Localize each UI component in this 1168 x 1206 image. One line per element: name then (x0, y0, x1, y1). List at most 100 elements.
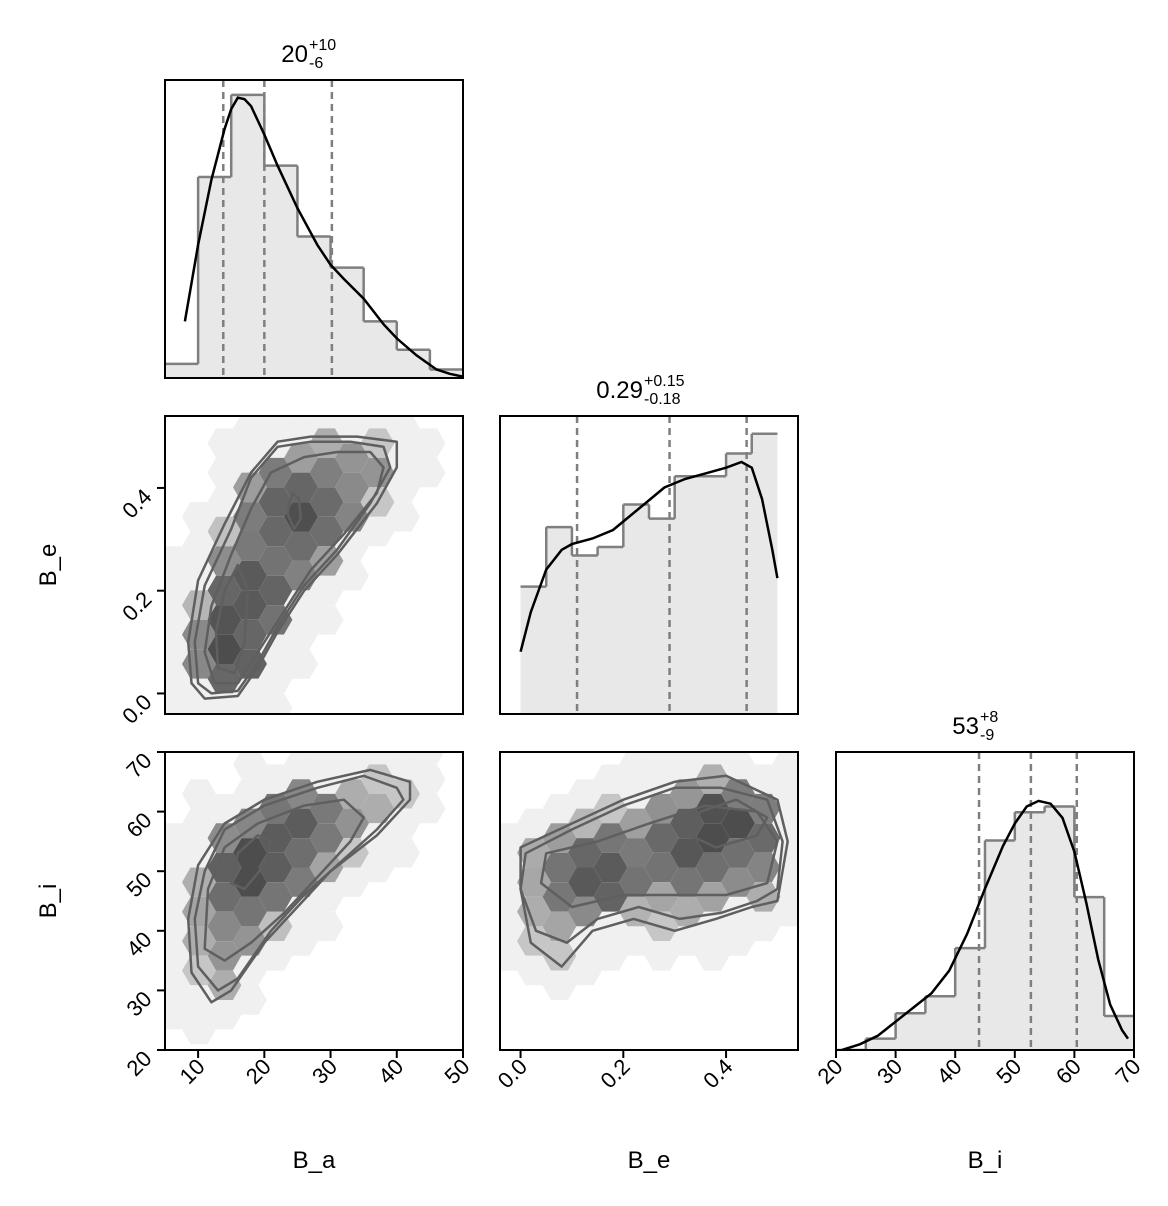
hexbin-cell (165, 823, 191, 853)
hexbin-cell (500, 882, 526, 912)
hexbin-cell (746, 823, 781, 853)
hexbin-cell (187, 708, 211, 714)
hexbin-cell (165, 882, 191, 912)
hexbin-cell (258, 882, 293, 912)
hexbin-cell (746, 911, 781, 942)
hexbin-cell (258, 693, 293, 714)
hexbin-cell (721, 838, 755, 868)
y-tick-label: 0.2 (117, 587, 156, 626)
hexbin-cell (165, 970, 191, 1000)
panel-frame-B_a (164, 79, 464, 379)
hexbin-cell (542, 852, 577, 883)
hexbin-cell (258, 487, 293, 517)
hexbin-cell (233, 560, 267, 591)
hexbin-cell (309, 882, 344, 912)
hexbin-cell (182, 502, 216, 532)
title-median: 20 (281, 41, 308, 68)
y-tick-label: 0.4 (117, 484, 156, 523)
hexbin-cell (695, 882, 730, 912)
y-axis-label-B_e: B_e (35, 544, 62, 587)
x-tick-label: 40 (373, 1054, 408, 1089)
hexbin-cell (644, 823, 679, 853)
x-axis-label-B_e: B_e (628, 1147, 671, 1174)
hexbin-cell (797, 866, 798, 869)
title-minus: -9 (980, 727, 994, 744)
y-tick-label: 30 (122, 986, 157, 1021)
hexbin-cell (258, 516, 293, 547)
contour-line-3 (688, 798, 769, 849)
hexbin-cell (258, 664, 293, 694)
x-tick-label: 20 (813, 1054, 848, 1089)
hexbin-cell (259, 416, 292, 429)
hexbin-cell (772, 752, 798, 780)
panel-frame-B_i (835, 751, 1135, 1051)
hexbin-cell (284, 752, 318, 780)
kde-curve (183, 96, 463, 378)
hexbin-cell (182, 779, 216, 809)
title-B_a: 20 +10-6 (281, 37, 336, 72)
panel-frame-B_a-B_i (164, 751, 464, 1051)
y-axis-label-B_i: B_i (35, 884, 62, 919)
contour-line-0 (186, 435, 399, 700)
hexbin-cell (165, 546, 191, 576)
hexbin-cell (258, 793, 293, 824)
hexbin-cell (309, 605, 344, 635)
hexbin-cell (165, 634, 191, 664)
hexbin-cell (619, 896, 653, 927)
hexbin-cell (182, 531, 216, 561)
hexbin-cell (412, 752, 445, 765)
title-median: 53 (952, 713, 979, 740)
hexbin-cell (619, 867, 653, 897)
title-median: 0.29 (596, 377, 643, 404)
hexbin-cell (165, 852, 191, 883)
hexbin-cell (466, 838, 500, 867)
hexbin-cell (335, 384, 369, 413)
y-axis-B_i: 20 30 40 50 60 70 B_i (35, 748, 165, 1081)
hexbin-cell (233, 838, 267, 868)
hexbin-cell (335, 560, 369, 591)
panel-frame-B_a-B_e (164, 415, 464, 715)
contour-line-1 (193, 774, 405, 992)
hist-fill (520, 433, 778, 714)
hexbin-cell (284, 808, 318, 839)
hexbin-cell (233, 590, 267, 620)
hexbin-cell (284, 838, 318, 868)
hexbin-cell (165, 911, 191, 942)
hexbin-cell (644, 852, 679, 883)
hexbin-cell (517, 808, 551, 839)
hexbin-cell (619, 926, 653, 956)
contour-line-0 (186, 768, 412, 1004)
panel-frame-B_e-B_i (499, 751, 799, 1051)
hexbin-cell (360, 823, 395, 853)
x-tick-label: 10 (175, 1054, 210, 1089)
y-tick-label: 50 (122, 867, 157, 902)
hexbin-cell (644, 882, 679, 912)
x-tick-label: 30 (307, 1054, 342, 1089)
hexbin-cell (233, 896, 267, 927)
x-tick-label: 70 (1111, 1054, 1146, 1089)
hexbin-cell (233, 985, 267, 1015)
contour-line-2 (539, 804, 779, 909)
hexbin-cell (568, 955, 602, 986)
hexbin-cell (696, 752, 729, 765)
hexbin-cell (411, 793, 446, 824)
hexbin-cell (695, 852, 730, 883)
hexbin-cell (670, 838, 704, 868)
hexbin-cell (619, 752, 653, 780)
hexbin-cell (411, 457, 446, 488)
kde-curve (841, 799, 1130, 1050)
y-tick-label: 60 (122, 807, 157, 842)
hexbin-cell (233, 416, 267, 444)
title-plus: +8 (980, 709, 998, 726)
hexbin-cell (386, 443, 420, 473)
contour-line-1 (519, 786, 784, 944)
hexbin-cell (182, 808, 216, 839)
hexbin-cell (182, 1014, 216, 1045)
hexbin-cell (797, 837, 798, 839)
hexbin-cell (360, 764, 395, 794)
hexbin-cell (182, 838, 216, 868)
hexbin-cell (670, 808, 704, 839)
hexbin-cell (335, 867, 369, 897)
kde-curve (519, 460, 779, 653)
